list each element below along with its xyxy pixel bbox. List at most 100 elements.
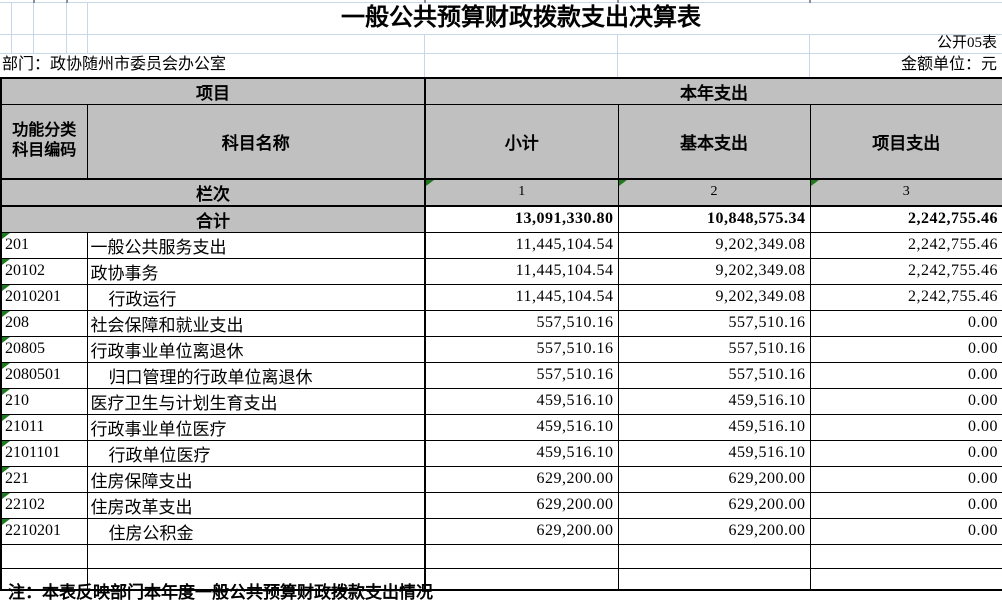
code-text: 201	[5, 236, 29, 253]
code-cell[interactable]: 2080501	[0, 361, 88, 389]
footnote-cell[interactable]: 注：本表反映部门本年度一般公共预算财政拨款支出情况	[8, 583, 433, 602]
header-current-year-group[interactable]: 本年支出	[424, 77, 1002, 105]
subject-name-cell[interactable]: 医疗卫生与计划生育支出	[86, 387, 426, 415]
basic-expenditure-cell[interactable]: 629,200.00	[617, 465, 811, 493]
subtotal-cell[interactable]: 11,445,104.54	[424, 257, 619, 285]
code-cell[interactable]: 21011	[0, 413, 88, 441]
subtotal-cell[interactable]: 459,516.10	[424, 387, 619, 415]
column-number: 3	[902, 184, 910, 199]
basic-expenditure-cell[interactable]: 9,202,349.08	[617, 283, 811, 311]
header-project-expenditure[interactable]: 项目支出	[809, 104, 1002, 180]
subtotal-cell[interactable]: 11,445,104.54	[424, 231, 619, 259]
project-expenditure-cell[interactable]: 0.00	[809, 465, 1002, 493]
total-subtotal-cell[interactable]: 13,091,330.80	[424, 205, 619, 233]
project-expenditure-cell[interactable]: 0.00	[809, 517, 1002, 545]
code-cell[interactable]: 2101101	[0, 439, 88, 467]
empty-cell[interactable]	[86, 567, 426, 591]
project-expenditure-cell[interactable]: 0.00	[809, 309, 1002, 337]
project-expenditure-cell[interactable]: 2,242,755.46	[809, 257, 1002, 285]
header-project-group[interactable]: 项目	[0, 77, 426, 105]
table-row: 22102 住房改革支出 629,200.00 629,200.00 0.00	[0, 491, 1002, 519]
project-expenditure-cell[interactable]: 2,242,755.46	[809, 283, 1002, 311]
gridline	[424, 34, 425, 77]
code-cell[interactable]: 208	[0, 309, 88, 337]
subject-name-cell[interactable]: 行政事业单位医疗	[86, 413, 426, 441]
header-subtotal[interactable]: 小计	[424, 104, 619, 180]
green-triangle-icon	[2, 441, 10, 447]
subject-name-cell[interactable]: 住房保障支出	[86, 465, 426, 493]
subtotal-cell[interactable]: 11,445,104.54	[424, 283, 619, 311]
basic-expenditure-cell[interactable]: 9,202,349.08	[617, 231, 811, 259]
basic-expenditure-cell[interactable]: 9,202,349.08	[617, 257, 811, 285]
project-expenditure-cell[interactable]: 0.00	[809, 491, 1002, 519]
header-function-code[interactable]: 功能分类科目编码	[0, 104, 88, 180]
subject-name-cell[interactable]: 行政事业单位离退休	[86, 335, 426, 363]
subtotal-cell[interactable]: 557,510.16	[424, 309, 619, 337]
empty-cell[interactable]	[424, 567, 619, 591]
subtotal-cell[interactable]: 629,200.00	[424, 465, 619, 493]
gridline	[11, 2, 12, 53]
column-number-cell[interactable]: 2	[617, 178, 811, 207]
empty-cell[interactable]	[809, 543, 1002, 569]
green-triangle-icon	[426, 179, 434, 186]
project-expenditure-cell[interactable]: 0.00	[809, 439, 1002, 467]
project-expenditure-cell[interactable]: 2,242,755.46	[809, 231, 1002, 259]
subtotal-cell[interactable]: 557,510.16	[424, 335, 619, 363]
subject-name-cell[interactable]: 住房公积金	[86, 517, 426, 545]
column-number-cell[interactable]: 3	[809, 178, 1002, 207]
subject-name-cell[interactable]: 归口管理的行政单位离退休	[86, 361, 426, 389]
code-text: 208	[5, 314, 29, 331]
subtotal-cell[interactable]: 557,510.16	[424, 361, 619, 389]
empty-cell[interactable]	[809, 567, 1002, 591]
basic-expenditure-cell[interactable]: 459,516.10	[617, 413, 811, 441]
code-cell[interactable]: 20805	[0, 335, 88, 363]
code-cell[interactable]: 2210201	[0, 517, 88, 545]
green-triangle-icon	[2, 389, 10, 395]
basic-expenditure-cell[interactable]: 557,510.16	[617, 361, 811, 389]
project-expenditure-cell[interactable]: 0.00	[809, 361, 1002, 389]
code-cell[interactable]: 2010201	[0, 283, 88, 311]
subject-name-cell[interactable]: 社会保障和就业支出	[86, 309, 426, 337]
header-basic-expenditure[interactable]: 基本支出	[617, 104, 811, 180]
green-triangle-icon	[811, 179, 819, 186]
department-cell[interactable]: 部门：政协随州市委员会办公室	[2, 56, 227, 73]
code-cell[interactable]: 210	[0, 387, 88, 415]
total-basic-cell[interactable]: 10,848,575.34	[617, 205, 811, 233]
subject-name-cell[interactable]: 行政运行	[86, 283, 426, 311]
subtotal-cell[interactable]: 459,516.10	[424, 439, 619, 467]
basic-expenditure-cell[interactable]: 557,510.16	[617, 335, 811, 363]
sheet-number-cell[interactable]: 公开05表	[936, 35, 997, 51]
basic-expenditure-cell[interactable]: 629,200.00	[617, 491, 811, 519]
subtotal-cell[interactable]: 459,516.10	[424, 413, 619, 441]
subtotal-cell[interactable]: 629,200.00	[424, 517, 619, 545]
subject-name-cell[interactable]: 住房改革支出	[86, 491, 426, 519]
empty-cell[interactable]	[86, 543, 426, 569]
subtotal-cell[interactable]: 629,200.00	[424, 491, 619, 519]
code-cell[interactable]: 201	[0, 231, 88, 259]
column-number-cell[interactable]: 1	[424, 178, 619, 207]
basic-expenditure-cell[interactable]: 459,516.10	[617, 387, 811, 415]
code-cell[interactable]: 20102	[0, 257, 88, 285]
unit-cell[interactable]: 金额单位：元	[900, 56, 997, 73]
empty-cell[interactable]	[0, 543, 88, 569]
basic-expenditure-cell[interactable]: 557,510.16	[617, 309, 811, 337]
subject-name-cell[interactable]: 行政单位医疗	[86, 439, 426, 467]
green-triangle-icon	[2, 311, 10, 317]
code-cell[interactable]: 221	[0, 465, 88, 493]
header-column-index-label[interactable]: 栏次	[0, 178, 426, 207]
empty-cell[interactable]	[424, 543, 619, 569]
subject-name-cell[interactable]: 一般公共服务支出	[86, 231, 426, 259]
project-expenditure-cell[interactable]: 0.00	[809, 387, 1002, 415]
table-row: 20805 行政事业单位离退休 557,510.16 557,510.16 0.00	[0, 335, 1002, 363]
header-subject-name[interactable]: 科目名称	[86, 104, 426, 180]
project-expenditure-cell[interactable]: 0.00	[809, 413, 1002, 441]
total-label-cell[interactable]: 合计	[0, 205, 426, 233]
basic-expenditure-cell[interactable]: 459,516.10	[617, 439, 811, 467]
empty-cell[interactable]	[617, 567, 811, 591]
empty-cell[interactable]	[617, 543, 811, 569]
code-cell[interactable]: 22102	[0, 491, 88, 519]
basic-expenditure-cell[interactable]: 629,200.00	[617, 517, 811, 545]
project-expenditure-cell[interactable]: 0.00	[809, 335, 1002, 363]
total-project-cell[interactable]: 2,242,755.46	[809, 205, 1002, 233]
subject-name-cell[interactable]: 政协事务	[86, 257, 426, 285]
